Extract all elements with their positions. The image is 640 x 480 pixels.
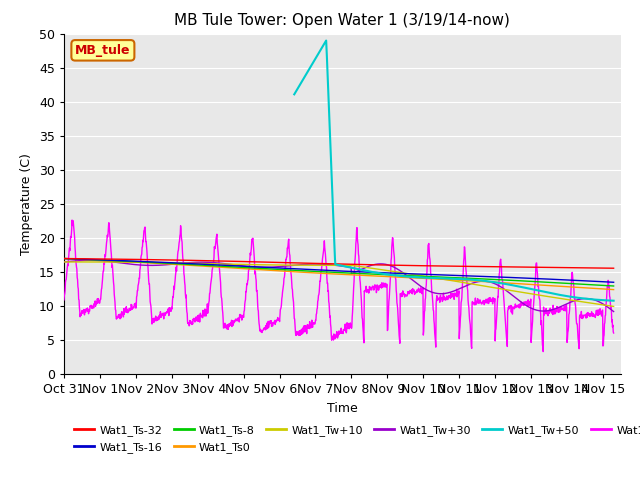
Wat1_Ts-8 [60, 256, 68, 262]
Wat1_Ts-8 [315, 269, 323, 275]
Wat1_Tw+10 [70, 259, 77, 265]
Wat1_Tw+30 [125, 261, 133, 267]
Wat1_Ts-8 [125, 259, 132, 264]
Wat1_Tw+30 [610, 309, 618, 314]
X-axis label: Time: Time [327, 402, 358, 415]
Wat1_Ts-32 [102, 256, 110, 262]
Wat1_Ts-16 [305, 267, 312, 273]
Wat1_Ts-16 [60, 256, 68, 262]
Title: MB Tule Tower: Open Water 1 (3/19/14-now): MB Tule Tower: Open Water 1 (3/19/14-now… [175, 13, 510, 28]
Wat1_Ts-32 [373, 262, 381, 268]
Wat1_Tw100 [103, 238, 111, 243]
Wat1_Tw+50 [315, 51, 323, 57]
Wat1_Ts-8 [293, 267, 301, 273]
Wat1_Tw+30 [294, 262, 301, 268]
Line: Wat1_Ts-32: Wat1_Ts-32 [64, 259, 614, 268]
Wat1_Tw100 [610, 330, 618, 336]
Wat1_Tw+30 [103, 258, 111, 264]
Wat1_Ts-32 [125, 256, 132, 262]
Y-axis label: Temperature (C): Temperature (C) [20, 153, 33, 255]
Wat1_Tw+30 [373, 261, 381, 267]
Wat1_Tw+10 [305, 263, 313, 268]
Wat1_Ts-8 [610, 283, 618, 289]
Wat1_Ts0 [102, 258, 110, 264]
Wat1_Ts-16 [125, 258, 132, 264]
Wat1_Ts-32 [610, 265, 618, 271]
Line: Wat1_Tw+50: Wat1_Tw+50 [294, 40, 614, 300]
Legend: Wat1_Ts-32, Wat1_Ts-16, Wat1_Ts-8, Wat1_Ts0, Wat1_Tw+10, Wat1_Tw+30, Wat1_Tw+50,: Wat1_Ts-32, Wat1_Ts-16, Wat1_Ts-8, Wat1_… [70, 421, 640, 457]
Line: Wat1_Ts-8: Wat1_Ts-8 [64, 259, 614, 286]
Wat1_Ts0 [315, 270, 323, 276]
Wat1_Ts0 [373, 273, 381, 279]
Wat1_Ts0 [293, 269, 301, 275]
Wat1_Tw+30 [86, 257, 93, 263]
Wat1_Tw+50 [293, 86, 301, 92]
Wat1_Tw100 [540, 349, 547, 355]
Wat1_Ts-32 [305, 260, 312, 266]
Wat1_Tw100 [315, 292, 323, 298]
Wat1_Tw100 [60, 297, 68, 303]
Wat1_Tw+50 [373, 270, 381, 276]
Wat1_Tw+50 [305, 67, 312, 73]
Wat1_Ts-16 [373, 270, 381, 276]
Wat1_Tw+10 [315, 263, 323, 268]
Wat1_Ts-32 [293, 260, 301, 266]
Wat1_Tw100 [305, 322, 313, 328]
Wat1_Tw+10 [103, 259, 111, 265]
Wat1_Tw+10 [610, 303, 618, 309]
Wat1_Tw+50 [610, 298, 618, 303]
Wat1_Ts-8 [102, 257, 110, 263]
Wat1_Tw+10 [60, 259, 68, 265]
Wat1_Tw+30 [305, 261, 313, 267]
Wat1_Tw100 [294, 331, 301, 337]
Wat1_Ts-16 [610, 279, 618, 285]
Text: MB_tule: MB_tule [75, 44, 131, 57]
Wat1_Tw+10 [125, 259, 133, 265]
Wat1_Ts-32 [60, 256, 68, 262]
Wat1_Ts-8 [305, 268, 312, 274]
Wat1_Ts-16 [315, 267, 323, 273]
Wat1_Ts0 [60, 256, 68, 262]
Wat1_Ts-16 [293, 266, 301, 272]
Wat1_Tw+10 [373, 266, 381, 272]
Wat1_Tw+30 [60, 259, 68, 265]
Wat1_Tw+30 [315, 261, 323, 267]
Wat1_Tw100 [68, 217, 76, 223]
Wat1_Tw+10 [294, 262, 301, 268]
Line: Wat1_Tw100: Wat1_Tw100 [64, 220, 614, 352]
Line: Wat1_Tw+10: Wat1_Tw+10 [64, 262, 614, 306]
Wat1_Tw100 [373, 282, 381, 288]
Wat1_Ts0 [125, 259, 132, 264]
Wat1_Ts0 [305, 270, 312, 276]
Wat1_Ts-8 [373, 271, 381, 277]
Line: Wat1_Tw+30: Wat1_Tw+30 [64, 260, 614, 312]
Line: Wat1_Ts0: Wat1_Ts0 [64, 259, 614, 289]
Wat1_Ts0 [610, 287, 618, 292]
Line: Wat1_Ts-16: Wat1_Ts-16 [64, 259, 614, 282]
Wat1_Ts-16 [102, 257, 110, 263]
Wat1_Ts-32 [315, 261, 323, 266]
Wat1_Tw100 [125, 305, 133, 311]
